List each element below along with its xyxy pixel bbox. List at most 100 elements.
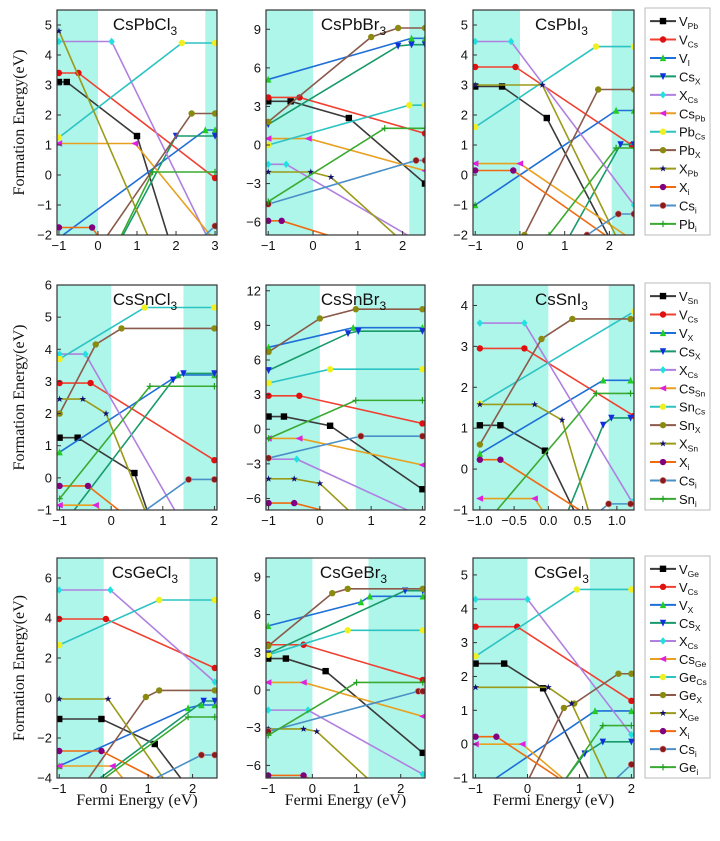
data-point [169,376,177,384]
data-point [558,416,566,423]
legend-subscript: X [695,425,701,435]
x-tick-label: 0 [94,238,101,253]
y-tick-label: 0 [461,737,468,752]
series-m-i [495,390,634,510]
data-point [141,304,148,311]
panel-title: CsPbBr3 [321,15,387,38]
legend-marker [659,673,667,681]
data-point [266,75,272,83]
data-point [352,397,359,404]
legend-base: Cs [679,616,695,631]
legend-item: XCs [650,88,698,105]
series-cs-i [615,760,634,778]
legend-label: CsX [679,616,701,633]
legend-subscript: X [695,623,701,633]
series-line [204,225,216,235]
data-point [419,687,425,695]
legend-item: CsX [650,616,701,633]
legend-label: VCs [679,580,698,597]
data-point [84,482,92,490]
data-point [131,140,139,147]
series-m-i [120,168,217,235]
y-tick-label: −6 [246,215,261,230]
legend-label: XCs [679,363,698,380]
series-cs-x [73,370,217,510]
panel-title: CsSnBr3 [321,290,387,313]
series-cs-i [144,475,217,510]
series-x-m [266,168,397,235]
data-point [612,106,620,114]
data-point [304,135,312,142]
legend-item: Csi [650,198,697,215]
series-cs-i [266,687,425,735]
data-point [63,78,70,86]
y-tick-label: 0 [254,138,261,153]
legend-item: Pbi [650,217,697,234]
series-m-x [266,24,425,126]
data-point [521,319,528,327]
legend-marker [659,17,667,25]
data-point [473,160,479,167]
series-m-cs [57,596,217,649]
legend-label: VX [679,326,694,343]
data-point [368,33,375,41]
data-point [211,687,217,694]
legend-base: V [679,562,688,577]
shaded-region [57,285,112,510]
legend-subscript: i [688,731,690,741]
data-point [344,627,351,634]
legend-base: Pb [679,125,695,140]
y-tick-label: −1 [37,503,52,518]
data-point [615,670,622,677]
data-point [628,738,634,746]
data-point [524,595,531,603]
y-tick-label: 3 [461,78,468,93]
data-point [560,704,568,712]
data-point [266,135,272,142]
data-point [87,379,94,387]
y-tick-label: 4 [461,48,468,63]
data-point [630,141,634,149]
series-line [475,686,608,778]
legend-subscript: Ge [695,659,707,669]
data-point [304,706,312,714]
data-point [156,596,163,604]
data-point [569,315,576,323]
legend-item: SnX [650,418,701,435]
legend-subscript: Pb [688,169,699,179]
legend-subscript: Ge [688,569,700,579]
data-point [57,762,63,770]
data-point [628,697,634,705]
legend-label: XGe [679,706,699,723]
data-point [146,383,154,390]
legend-item: VX [650,598,694,615]
data-point [57,482,63,490]
data-point [211,325,217,332]
legend-marker [659,385,667,392]
data-point [593,390,600,397]
data-point [353,679,360,686]
data-point [627,390,634,397]
plot-area [473,37,634,235]
legend-label: CsX [679,69,701,86]
y-tick-label: 1 [461,703,468,718]
data-point [421,130,425,137]
data-point [57,615,63,623]
y-tick-label: 6 [254,60,261,75]
y-tick-label: 2 [461,380,468,395]
legend-label: XSn [679,437,698,454]
data-point [473,63,479,71]
data-point [568,699,576,707]
legend-label: Gei [679,760,698,777]
data-point [57,27,63,34]
data-point [211,596,217,604]
data-point [344,585,351,592]
legend-item: VI [650,51,690,68]
x-tick-label: 0 [516,238,523,253]
legend-subscript: X [695,76,701,86]
panel-title: CsPbCl3 [113,15,178,38]
x-tick-label: 1.0 [608,513,626,528]
